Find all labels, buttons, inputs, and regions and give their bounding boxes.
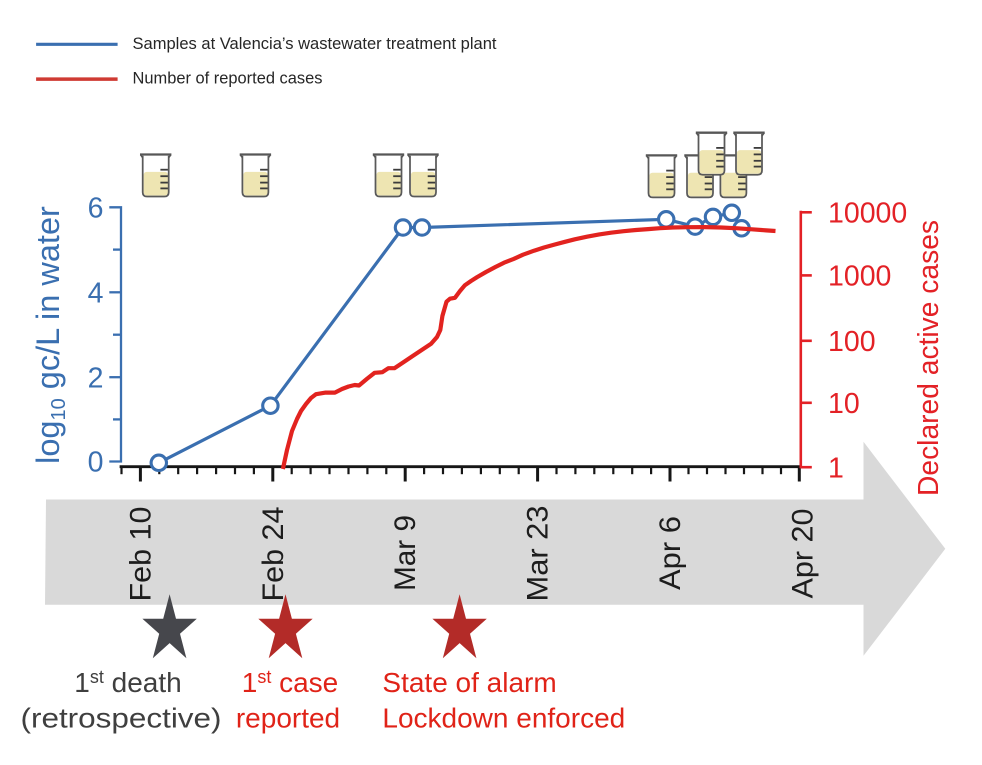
svg-text:4: 4 [88,278,104,310]
svg-text:Number of reported cases: Number of reported cases [133,68,323,87]
svg-text:Feb 10: Feb 10 [124,507,157,602]
svg-text:(retrospective): (retrospective) [21,703,222,734]
svg-text:State of alarm: State of alarm [382,667,556,698]
svg-text:2: 2 [88,362,104,394]
svg-text:10: 10 [828,388,860,420]
svg-text:Declared active cases: Declared active cases [913,220,945,496]
svg-text:100: 100 [828,326,876,358]
svg-text:Samples at Valencia’s wastewat: Samples at Valencia’s wastewater treatme… [133,34,497,53]
svg-text:Lockdown enforced: Lockdown enforced [382,703,625,734]
svg-text:Feb 24: Feb 24 [257,507,290,602]
svg-text:1000: 1000 [828,261,891,293]
svg-text:Apr 20: Apr 20 [786,509,819,599]
svg-text:0: 0 [88,447,104,479]
svg-text:Mar 23: Mar 23 [522,506,555,602]
svg-text:6: 6 [88,193,104,225]
svg-text:reported: reported [236,703,340,734]
svg-text:1st death: 1st death [74,667,181,698]
svg-text:Mar 9: Mar 9 [389,515,422,591]
svg-text:log10 gc/L in water: log10 gc/L in water [30,206,70,464]
svg-text:Apr 6: Apr 6 [654,516,687,590]
svg-text:10000: 10000 [828,198,907,230]
svg-text:1: 1 [828,452,844,484]
svg-text:1st case: 1st case [242,667,339,698]
